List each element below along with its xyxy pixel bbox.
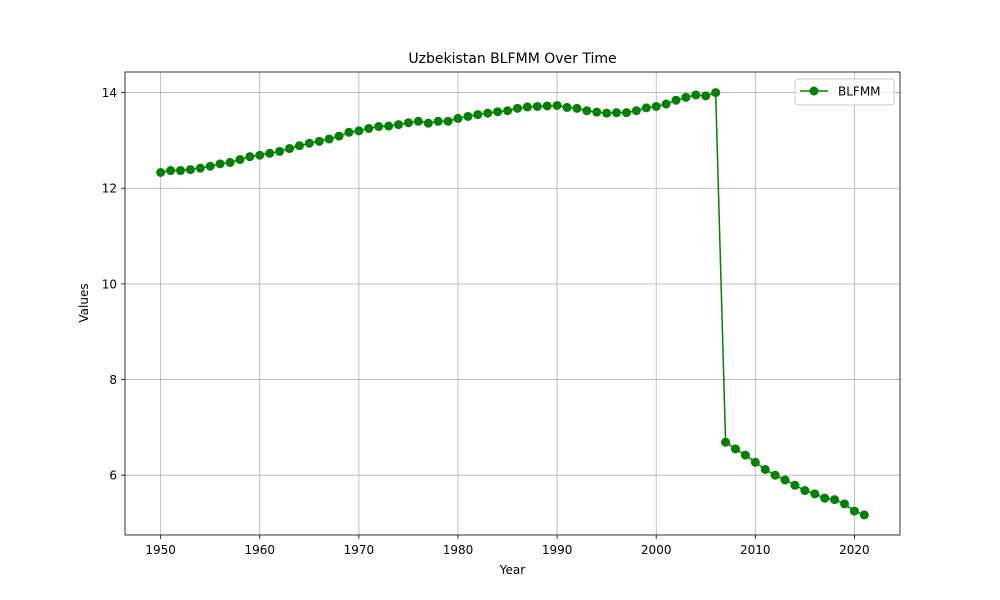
data-point — [364, 123, 374, 133]
data-point — [849, 506, 859, 516]
chart-title: Uzbekistan BLFMM Over Time — [408, 51, 616, 67]
data-point — [691, 90, 701, 100]
data-point — [384, 121, 394, 131]
data-point — [790, 480, 800, 490]
data-point — [552, 100, 562, 110]
y-tick-label: 12 — [102, 182, 117, 196]
data-point — [304, 138, 314, 148]
data-point — [602, 108, 612, 118]
data-point — [671, 95, 681, 105]
data-point — [205, 161, 215, 171]
data-point — [354, 126, 364, 136]
legend-label-blfmm: BLFMM — [838, 85, 881, 99]
y-tick-label: 10 — [102, 277, 117, 291]
data-point — [394, 120, 404, 130]
plot-frame — [124, 71, 901, 536]
data-point — [463, 111, 473, 121]
data-point — [443, 116, 453, 126]
x-tick-label: 1990 — [542, 543, 573, 557]
data-point — [631, 106, 641, 116]
data-point — [215, 159, 225, 169]
data-point — [156, 167, 166, 177]
y-tick-label: 8 — [109, 373, 117, 387]
data-point — [542, 101, 552, 111]
data-point — [780, 475, 790, 485]
data-point — [572, 103, 582, 113]
x-tick-label: 1970 — [344, 543, 375, 557]
data-point — [592, 107, 602, 117]
legend: BLFMM — [794, 78, 895, 106]
data-point — [344, 127, 354, 137]
legend-point-marker — [809, 86, 819, 96]
y-axis-label: Values — [77, 283, 91, 322]
data-point — [433, 116, 443, 126]
data-point — [245, 152, 255, 162]
data-point — [800, 486, 810, 496]
data-point — [195, 163, 205, 173]
legend-box — [794, 78, 895, 106]
data-point — [711, 88, 721, 98]
data-point — [532, 101, 542, 111]
data-point — [651, 101, 661, 111]
data-point — [562, 102, 572, 112]
data-point — [483, 108, 493, 118]
data-point — [522, 102, 532, 112]
data-point — [621, 108, 631, 118]
x-tick-label: 1960 — [245, 543, 276, 557]
series-layer — [156, 88, 869, 520]
data-point — [740, 450, 750, 460]
y-tick-label: 6 — [109, 469, 117, 483]
data-point — [770, 470, 780, 480]
data-point — [403, 118, 413, 128]
data-point — [721, 437, 731, 447]
data-point — [760, 464, 770, 474]
data-point — [294, 141, 304, 151]
data-point — [175, 166, 185, 176]
data-point — [661, 99, 671, 109]
data-point — [324, 134, 334, 144]
data-point — [275, 146, 285, 156]
data-point — [750, 457, 760, 467]
data-point — [641, 103, 651, 113]
data-point — [423, 118, 433, 128]
tick-labels: 1950 1960 1970 1980 1990 2000 2010 2020 6 8 10 12 14 — [102, 86, 870, 557]
data-point — [830, 495, 840, 505]
x-axis-label: Year — [499, 563, 525, 577]
data-point — [612, 108, 622, 118]
data-point — [840, 499, 850, 509]
x-tick-label: 2020 — [839, 543, 870, 557]
data-point — [493, 107, 503, 117]
data-point — [810, 489, 820, 499]
data-point — [582, 106, 592, 116]
data-point — [285, 144, 295, 154]
data-point — [235, 155, 245, 165]
data-point — [730, 444, 740, 454]
data-point — [374, 122, 384, 132]
data-point — [512, 103, 522, 113]
data-point — [225, 157, 235, 167]
data-point — [265, 148, 275, 158]
data-point — [334, 131, 344, 141]
grid-lines — [125, 72, 900, 535]
x-tick-label: 1980 — [443, 543, 474, 557]
data-point — [859, 510, 869, 520]
data-point — [473, 110, 483, 120]
data-point — [166, 166, 176, 176]
data-point — [503, 106, 513, 116]
y-tick-label: 14 — [102, 86, 117, 100]
axes — [121, 71, 901, 539]
x-tick-label: 2000 — [641, 543, 672, 557]
data-point — [255, 150, 265, 160]
x-tick-label: 1950 — [145, 543, 176, 557]
data-point — [413, 116, 423, 126]
data-point — [701, 91, 711, 101]
data-point — [453, 113, 463, 123]
data-point — [185, 165, 195, 175]
x-tick-label: 2010 — [740, 543, 771, 557]
data-point — [681, 92, 691, 102]
data-point — [314, 136, 324, 146]
data-point — [820, 493, 830, 503]
